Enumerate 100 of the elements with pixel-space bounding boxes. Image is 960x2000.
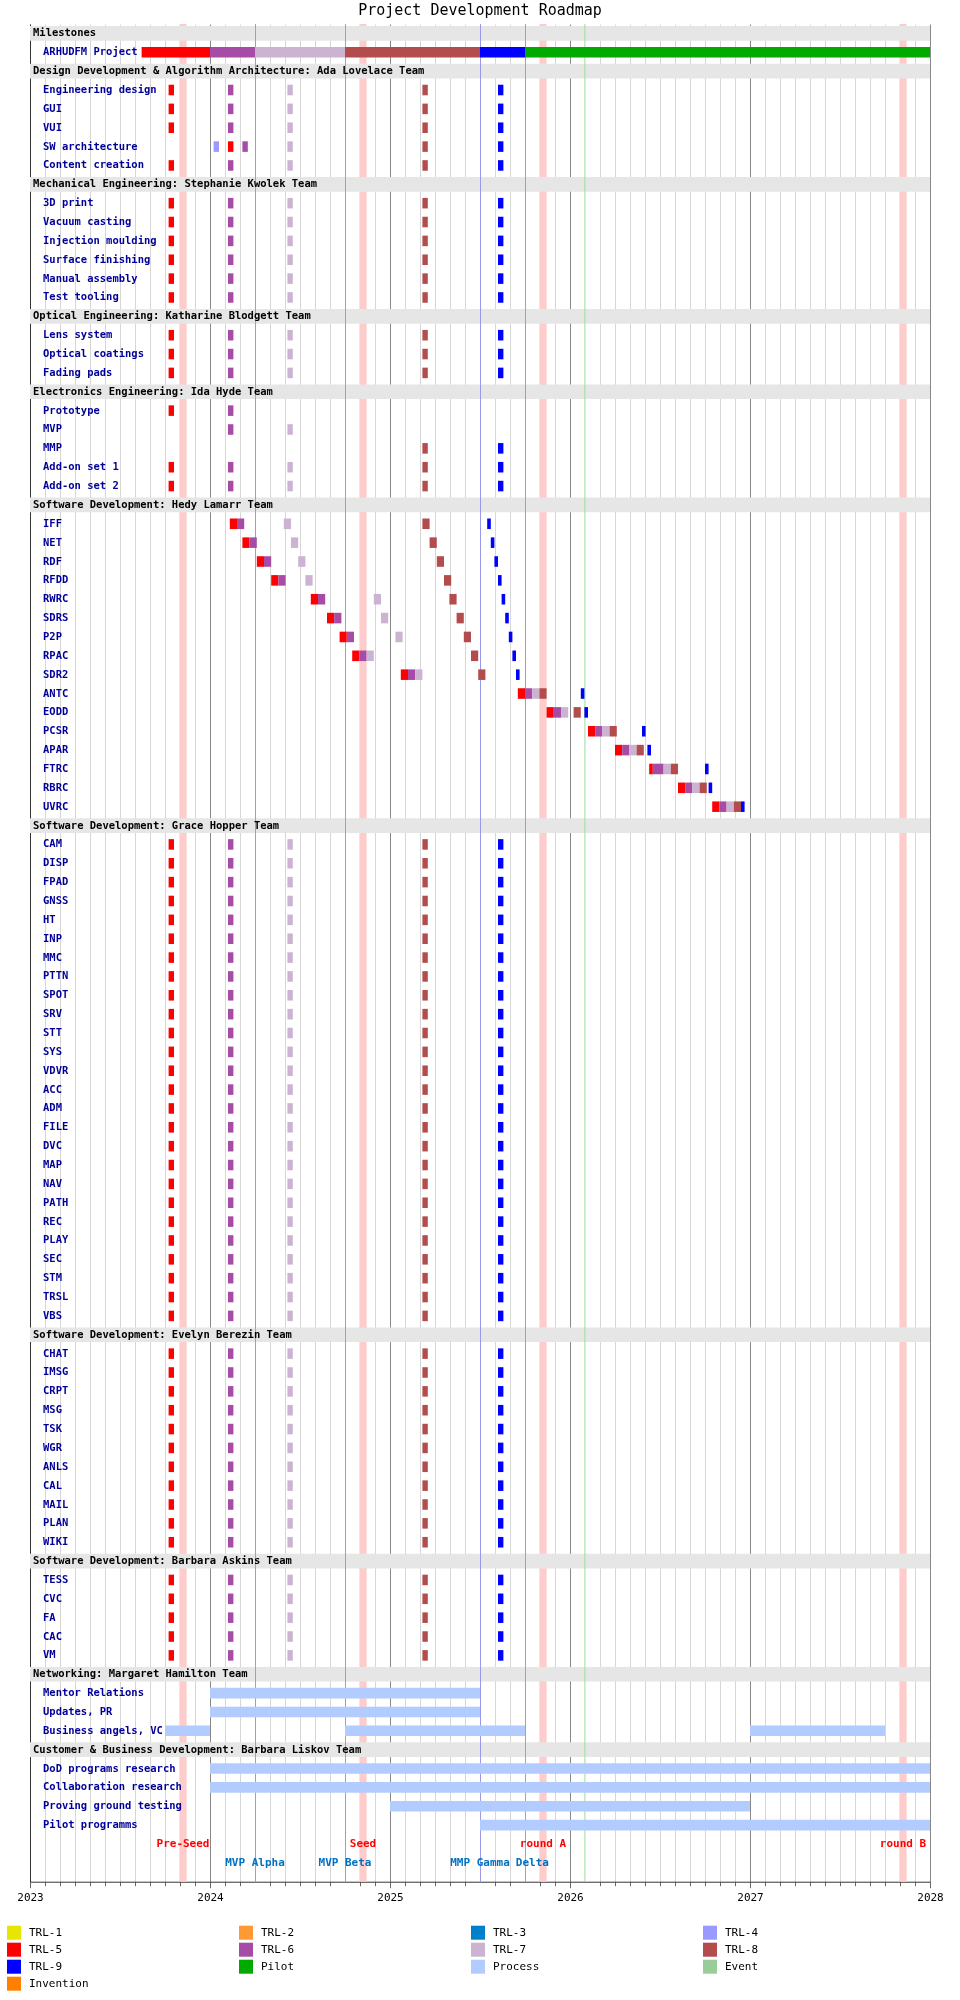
y-tick-label: VM (43, 1648, 56, 1661)
bar (422, 1650, 428, 1661)
bar (168, 1254, 174, 1265)
y-tick-label: Prototype (43, 403, 100, 416)
y-tick-label: Test tooling (43, 290, 119, 303)
y-tick-label: ADM (43, 1101, 62, 1114)
bar (422, 895, 428, 907)
bar (400, 669, 408, 680)
legend-label: TRL-8 (725, 1942, 759, 1956)
bar (228, 1122, 234, 1133)
bar (408, 669, 416, 680)
bar (242, 141, 248, 152)
y-tick-label: IFF (43, 516, 62, 529)
y-tick-label: WGR (43, 1440, 63, 1453)
bar (228, 292, 234, 303)
bar (480, 47, 525, 58)
bar (287, 1404, 293, 1416)
bar (422, 933, 428, 944)
bar (498, 122, 504, 134)
y-tick-label: WIKI (43, 1535, 69, 1548)
bar (422, 1631, 428, 1642)
bar (168, 292, 174, 303)
x-tick-label: 2025 (377, 1891, 404, 1905)
bar (422, 1008, 428, 1020)
bar (498, 1499, 504, 1510)
bar (498, 1065, 504, 1077)
bar (422, 1442, 428, 1454)
bar (287, 857, 293, 869)
bar (505, 612, 509, 624)
y-tick-label: EODD (43, 705, 69, 718)
bar (422, 160, 428, 171)
bar (168, 1216, 174, 1227)
bar (595, 725, 603, 737)
y-tick-label: Surface finishing (43, 252, 151, 265)
y-tick-label: Vacuum casting (43, 215, 132, 228)
bar (498, 933, 504, 944)
bar (395, 631, 403, 643)
y-tick-label: Customer & Business Development: Barbara Liskov Team (33, 1742, 362, 1755)
bar (463, 631, 471, 643)
bar (498, 971, 504, 982)
bar (525, 47, 930, 58)
bar (422, 197, 428, 209)
y-tick-label: VBS (43, 1308, 62, 1321)
bar (422, 1386, 428, 1397)
bar (422, 1178, 428, 1190)
y-tick-label: MAIL (43, 1497, 69, 1510)
bar (390, 1800, 750, 1812)
bar (422, 914, 428, 926)
y-tick-label: CRPT (43, 1384, 69, 1397)
bar (422, 1480, 428, 1491)
bar (422, 1084, 428, 1095)
bar (168, 1536, 174, 1548)
bar (168, 1631, 174, 1642)
y-tick-label: VDVR (43, 1063, 69, 1076)
legend-label: TRL-1 (29, 1925, 63, 1939)
bar (168, 1084, 174, 1095)
bar (287, 1650, 293, 1661)
bar (287, 480, 293, 492)
bar (165, 1725, 210, 1737)
bar (287, 1084, 293, 1095)
bar (287, 1254, 293, 1265)
bar (287, 103, 293, 115)
y-tick-label: Content creation (43, 158, 144, 171)
bar (168, 1386, 174, 1397)
bar (228, 857, 234, 869)
bar (498, 1480, 504, 1491)
bar (318, 593, 326, 605)
bar (228, 1235, 234, 1246)
bar (310, 593, 318, 605)
x-tick-label: 2024 (197, 1891, 225, 1905)
legend-label: TRL-3 (493, 1925, 527, 1939)
bar (287, 839, 293, 850)
y-tick-label: IMSG (43, 1365, 69, 1378)
y-tick-label: SRV (43, 1007, 63, 1020)
bar (436, 556, 444, 567)
bar (422, 84, 428, 96)
y-tick-label: Mechanical Engineering: Stephanie Kwolek Team (33, 177, 318, 190)
bar (287, 461, 293, 473)
y-tick-label: SYS (43, 1044, 62, 1057)
bar (334, 612, 342, 624)
bar (525, 688, 533, 699)
bar (422, 1536, 428, 1548)
bar (210, 1763, 930, 1774)
bar (271, 575, 279, 586)
bar (242, 537, 250, 548)
y-tick-label: MVP (43, 422, 62, 435)
bar (652, 763, 664, 775)
y-tick-label: SW architecture (43, 139, 138, 152)
y-tick-label: CVC (43, 1591, 62, 1604)
bar (415, 669, 423, 680)
bar (642, 725, 646, 737)
bar (168, 1480, 174, 1491)
y-tick-label: VUI (43, 120, 62, 133)
bar (498, 575, 502, 586)
bar (287, 1008, 293, 1020)
bar (422, 1159, 428, 1171)
bar (228, 424, 234, 435)
bar (498, 1367, 504, 1378)
bar (422, 254, 428, 266)
bar (228, 952, 234, 963)
